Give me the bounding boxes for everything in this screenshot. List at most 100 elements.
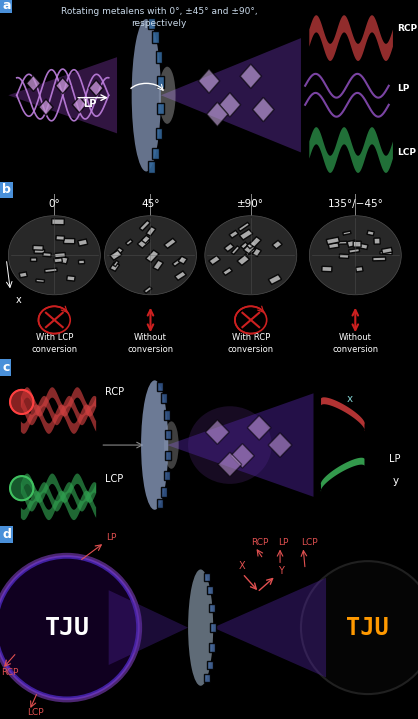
Polygon shape [161,38,301,152]
FancyBboxPatch shape [219,93,240,117]
Ellipse shape [188,406,272,484]
FancyBboxPatch shape [207,661,213,669]
Circle shape [10,476,33,500]
FancyBboxPatch shape [148,161,155,173]
FancyBboxPatch shape [238,222,250,231]
Text: Without
conversion: Without conversion [127,334,173,354]
FancyBboxPatch shape [33,245,43,250]
FancyBboxPatch shape [110,262,120,271]
FancyBboxPatch shape [78,239,88,246]
Text: x: x [16,295,22,305]
FancyBboxPatch shape [26,75,41,91]
FancyBboxPatch shape [157,76,164,88]
Text: a: a [2,0,10,12]
FancyBboxPatch shape [113,260,119,267]
FancyBboxPatch shape [199,69,219,93]
FancyBboxPatch shape [339,254,349,258]
FancyBboxPatch shape [148,18,155,29]
FancyBboxPatch shape [209,603,215,612]
FancyBboxPatch shape [54,258,62,263]
FancyBboxPatch shape [36,279,44,283]
Text: LCP: LCP [27,707,44,717]
Ellipse shape [159,67,176,124]
FancyBboxPatch shape [322,266,332,272]
FancyBboxPatch shape [31,258,37,261]
FancyBboxPatch shape [367,231,374,236]
FancyBboxPatch shape [206,420,229,444]
FancyBboxPatch shape [207,102,228,127]
Text: RCP: RCP [251,538,268,546]
FancyBboxPatch shape [356,267,363,272]
FancyBboxPatch shape [253,98,274,122]
FancyBboxPatch shape [178,256,187,264]
FancyBboxPatch shape [380,252,392,255]
FancyBboxPatch shape [140,221,150,231]
FancyBboxPatch shape [161,393,167,403]
Text: c: c [2,361,10,374]
Text: Rotating metalens with 0°, ±45° and ±90°,
respectively: Rotating metalens with 0°, ±45° and ±90°… [61,7,257,28]
FancyBboxPatch shape [210,623,216,632]
FancyBboxPatch shape [247,241,256,249]
Text: b: b [2,183,11,196]
FancyBboxPatch shape [252,248,261,257]
Circle shape [8,216,100,295]
Ellipse shape [188,569,213,686]
FancyBboxPatch shape [56,236,64,240]
FancyBboxPatch shape [373,257,386,261]
FancyBboxPatch shape [158,382,163,391]
FancyBboxPatch shape [64,239,75,244]
FancyBboxPatch shape [240,64,261,88]
Polygon shape [213,578,326,677]
Text: With LCP
conversion: With LCP conversion [31,334,77,354]
Text: x: x [347,394,353,404]
FancyBboxPatch shape [67,275,75,281]
FancyBboxPatch shape [374,238,380,244]
Text: ±90°: ±90° [237,199,264,209]
FancyBboxPatch shape [328,243,339,249]
FancyBboxPatch shape [112,247,123,258]
FancyBboxPatch shape [153,260,163,270]
FancyBboxPatch shape [165,451,171,460]
FancyBboxPatch shape [338,242,347,244]
FancyBboxPatch shape [138,237,150,248]
FancyBboxPatch shape [144,287,152,293]
Ellipse shape [141,380,168,510]
Polygon shape [167,393,314,497]
Circle shape [309,216,401,295]
Polygon shape [109,590,188,665]
FancyBboxPatch shape [349,249,359,253]
FancyBboxPatch shape [164,410,170,420]
FancyBboxPatch shape [247,416,271,440]
FancyBboxPatch shape [231,246,240,255]
Text: TJU: TJU [44,615,89,640]
FancyBboxPatch shape [209,644,215,651]
FancyBboxPatch shape [45,268,57,273]
FancyBboxPatch shape [79,260,84,264]
Text: Without
conversion: Without conversion [332,334,378,354]
FancyBboxPatch shape [34,249,45,253]
Text: LCP: LCP [397,148,416,157]
FancyBboxPatch shape [357,243,368,249]
Polygon shape [8,58,117,134]
FancyBboxPatch shape [146,250,159,262]
Text: RCP: RCP [1,669,18,677]
Text: LP: LP [397,83,410,93]
FancyBboxPatch shape [243,243,255,254]
FancyBboxPatch shape [272,240,282,249]
Text: 135°/−45°: 135°/−45° [327,199,383,209]
FancyBboxPatch shape [19,272,27,278]
Circle shape [104,216,196,295]
Circle shape [0,557,138,698]
FancyBboxPatch shape [172,257,185,266]
FancyBboxPatch shape [343,231,351,235]
Text: X: X [238,562,245,572]
FancyBboxPatch shape [175,271,186,280]
FancyBboxPatch shape [158,499,163,508]
FancyBboxPatch shape [353,242,361,247]
FancyBboxPatch shape [152,148,159,160]
Text: LCP: LCP [301,538,318,546]
Ellipse shape [132,19,161,171]
FancyBboxPatch shape [347,240,357,247]
FancyBboxPatch shape [229,230,239,238]
FancyBboxPatch shape [165,430,171,439]
